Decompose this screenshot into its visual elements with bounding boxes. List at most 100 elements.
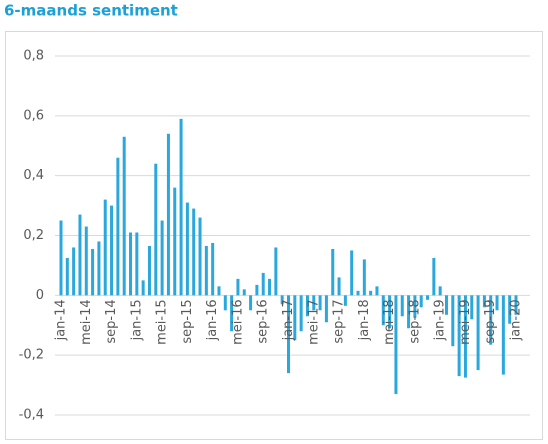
y-tick-label: 0,2	[23, 228, 44, 243]
bar	[192, 208, 196, 296]
x-tick-label: jan-16	[205, 299, 220, 341]
bar	[407, 295, 411, 329]
bar	[230, 295, 234, 332]
x-tick-label: mei-15	[155, 299, 170, 345]
bar	[249, 295, 253, 311]
bar	[280, 295, 284, 305]
bar	[242, 289, 246, 296]
bar	[59, 220, 63, 296]
bar	[268, 278, 272, 296]
x-tick-label: mei-14	[79, 299, 94, 345]
bar	[261, 272, 265, 296]
bar	[211, 242, 215, 296]
x-tick-label: jan-14	[54, 299, 69, 341]
y-tick-label: -0,2	[19, 348, 44, 363]
bar	[103, 199, 107, 296]
x-tick-label: jan-15	[129, 299, 144, 341]
bar	[293, 295, 297, 341]
x-tick-label: jan-18	[357, 299, 372, 341]
bar	[287, 295, 290, 374]
bar	[116, 157, 120, 296]
bar	[318, 295, 322, 311]
bar	[394, 295, 398, 395]
bar	[154, 163, 158, 296]
bar	[343, 295, 347, 306]
x-tick-label: mei-17	[306, 299, 321, 345]
bar	[451, 295, 455, 347]
y-tick-label: 0,8	[23, 49, 44, 64]
bar	[84, 226, 88, 296]
bar	[122, 136, 126, 296]
y-tick-label: 0,4	[23, 168, 44, 183]
bar	[299, 295, 303, 332]
bar	[91, 248, 95, 296]
bar	[236, 278, 240, 296]
bar	[444, 295, 448, 315]
bar	[97, 241, 101, 296]
bar	[400, 295, 404, 317]
x-tick-label: sep-18	[407, 299, 422, 343]
bar	[173, 187, 177, 296]
bar	[160, 220, 164, 296]
bar	[223, 295, 227, 311]
bar	[204, 245, 208, 296]
bar	[135, 232, 139, 296]
bar	[381, 295, 385, 326]
bar	[255, 284, 259, 296]
bar	[274, 247, 278, 296]
bar	[350, 250, 354, 296]
bar	[324, 295, 328, 323]
bar	[501, 295, 505, 375]
bar	[217, 286, 221, 296]
bar	[514, 295, 518, 315]
chart-title: 6-maands sentiment	[4, 2, 178, 20]
bar	[337, 277, 341, 296]
bar	[166, 133, 170, 296]
bar	[432, 257, 436, 296]
x-tick-label: jan-20	[509, 299, 524, 341]
x-tick-label: mei-19	[458, 299, 473, 345]
x-tick-label: jan-17	[281, 299, 296, 341]
x-tick-label: sep-14	[104, 299, 119, 343]
bar	[476, 295, 480, 371]
y-tick-label: -0,4	[19, 408, 44, 423]
bar	[369, 290, 373, 296]
bar	[141, 280, 145, 296]
chart-frame	[5, 31, 543, 440]
bar	[65, 257, 69, 296]
x-tick-label: mei-16	[230, 299, 245, 345]
x-tick-label: mei-18	[382, 299, 397, 345]
x-tick-label: sep-15	[180, 299, 195, 343]
bar	[463, 295, 467, 378]
bar	[470, 295, 474, 320]
bar	[419, 295, 423, 308]
bar	[482, 295, 486, 308]
x-tick-label: sep-19	[483, 299, 498, 343]
bar	[388, 295, 392, 329]
bar	[147, 245, 151, 296]
bar	[185, 202, 189, 296]
bar	[489, 295, 493, 345]
y-tick-label: 0	[36, 288, 44, 303]
bar	[508, 295, 512, 324]
bar	[72, 247, 76, 296]
bar	[78, 214, 82, 296]
bar	[457, 295, 461, 377]
bar	[331, 248, 335, 296]
bar	[438, 286, 442, 296]
bar	[413, 295, 417, 318]
bar	[312, 295, 316, 311]
bar	[495, 295, 499, 311]
bar	[305, 295, 309, 317]
x-tick-label: sep-16	[256, 299, 271, 343]
x-tick-label: sep-17	[332, 299, 347, 343]
bar	[426, 295, 430, 300]
bar	[356, 290, 360, 296]
bar	[375, 286, 379, 296]
bar	[362, 259, 366, 296]
bar	[129, 232, 133, 296]
bar	[179, 118, 183, 296]
x-tick-label: jan-19	[433, 299, 448, 341]
y-tick-label: 0,6	[23, 108, 44, 123]
